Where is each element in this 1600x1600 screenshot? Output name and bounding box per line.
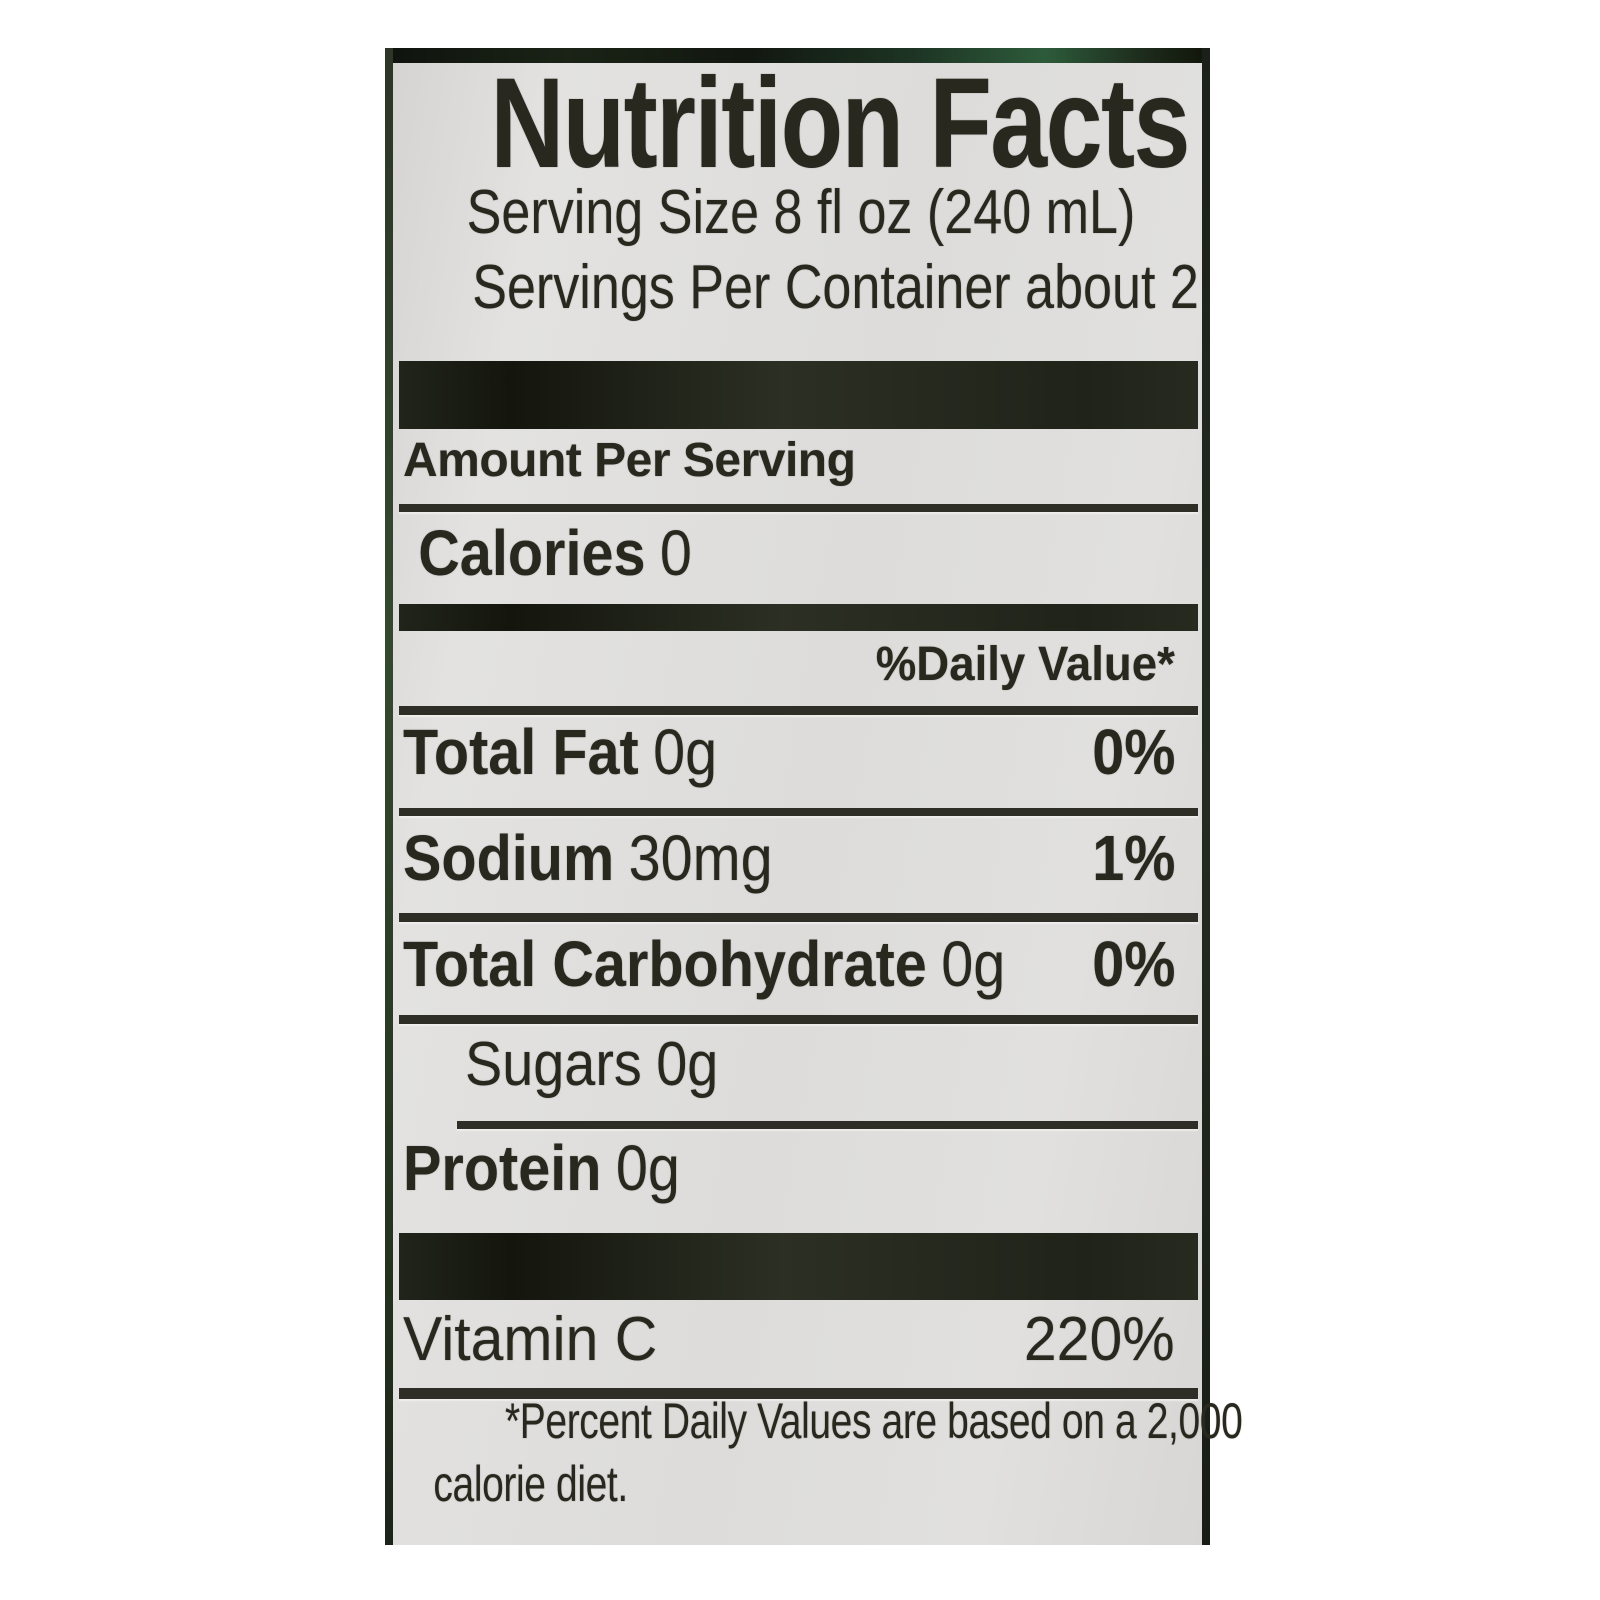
nutrient-row-sodium: Sodium 30mg <box>403 826 814 890</box>
daily-value-header: %Daily Value* <box>875 638 1175 691</box>
nutrient-amount: 0g <box>615 1132 680 1204</box>
label-title: Nutrition Facts <box>490 52 1190 195</box>
serving-size-text: Serving Size 8 fl oz (240 mL) <box>466 178 1136 247</box>
nutrient-amount: 0g <box>941 928 1006 1000</box>
nutrient-row-sugars: Sugars 0g <box>465 1034 746 1096</box>
divider-rule <box>399 808 1198 816</box>
nutrient-dv-total-carbohydrate: 0% <box>1091 928 1175 1000</box>
calories-value: 0 <box>659 517 692 589</box>
divider-bar-thick-top <box>399 361 1198 429</box>
package-right-edge <box>1202 48 1210 1545</box>
nutrient-row-total-carbohydrate: Total Carbohydrate 0g <box>403 932 1072 996</box>
nutrient-amount: 0g <box>656 1030 719 1099</box>
package-top-edge <box>385 48 1210 63</box>
nutrition-label-photo: Nutrition Facts Serving Size 8 fl oz (24… <box>385 48 1243 1545</box>
footnote-line-1: *Percent Daily Values are based on a 2,0… <box>504 1393 1243 1449</box>
nutrient-name: Sodium <box>403 822 615 894</box>
nutrient-name: Protein <box>403 1132 602 1204</box>
vitamin-dv-vitamin-c: 220% <box>1024 1305 1175 1374</box>
divider-rule <box>399 1015 1198 1024</box>
nutrient-amount: 0g <box>653 716 718 788</box>
calories-row: Calories 0 <box>418 521 692 585</box>
nutrient-name: Sugars <box>465 1030 642 1099</box>
vitamin-name: Vitamin C <box>403 1305 658 1374</box>
divider-rule-heavy <box>399 1388 1198 1399</box>
nutrient-row-total-fat: Total Fat 0g <box>403 720 752 784</box>
amount-per-serving-heading: Amount Per Serving <box>403 434 856 487</box>
divider-rule <box>399 706 1198 715</box>
divider-bar-thick-bottom <box>399 1233 1198 1300</box>
divider-rule <box>399 913 1198 922</box>
servings-per-container-text: Servings Per Container about 2 <box>472 253 1199 322</box>
nutrient-name: Total Fat <box>403 716 639 788</box>
divider-rule-indented <box>457 1121 1198 1129</box>
nutrient-row-protein: Protein 0g <box>403 1136 711 1200</box>
vitamin-row-vitamin-c: Vitamin C <box>403 1309 671 1371</box>
divider-rule <box>399 504 1198 512</box>
calories-label: Calories <box>418 517 646 589</box>
nutrient-dv-sodium: 1% <box>1091 822 1175 894</box>
nutrient-amount: 30mg <box>628 822 773 894</box>
footnote-line-2: calorie diet. <box>433 1456 628 1512</box>
package-left-edge <box>385 48 393 1545</box>
nutrient-dv-total-fat: 0% <box>1091 716 1175 788</box>
nutrient-name: Total Carbohydrate <box>403 928 927 1000</box>
divider-bar-medium <box>399 604 1198 631</box>
